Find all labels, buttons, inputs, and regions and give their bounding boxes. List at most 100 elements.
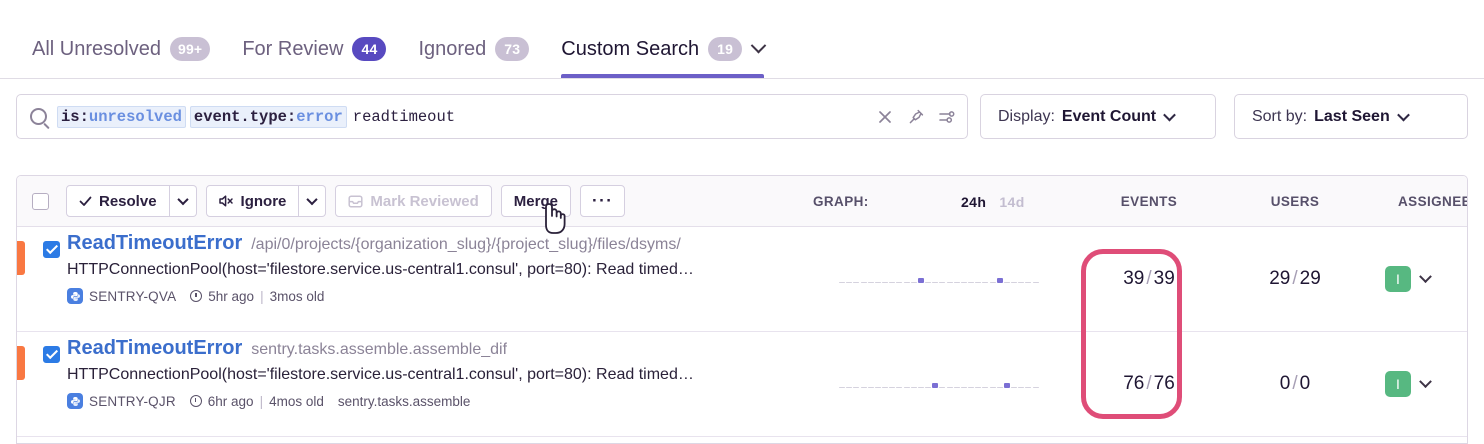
column-header-graph: GRAPH: [813, 176, 869, 227]
sliders-icon[interactable] [938, 108, 956, 126]
search-row: is: unresolved event.type: error readtimeo… [0, 79, 1484, 154]
column-header-users[interactable]: USERS [1251, 176, 1339, 227]
column-header-events[interactable]: EVENTS [1105, 176, 1193, 227]
sparkline-bar [925, 282, 932, 283]
tab-all-unresolved[interactable]: All Unresolved 99+ [16, 37, 226, 78]
search-icon [30, 108, 47, 125]
pin-icon[interactable] [907, 108, 925, 126]
sparkline-bar [1003, 383, 1010, 388]
sparkline-bar [982, 387, 989, 388]
sort-prefix: Sort by: [1251, 107, 1308, 125]
chevron-down-icon [306, 193, 319, 206]
tab-label: Ignored [418, 37, 487, 60]
ignore-dropdown-button[interactable] [299, 185, 327, 217]
issue-list-toolbar: Resolve Ignore [17, 176, 1467, 227]
sort-control[interactable]: Sort by: Last Seen [1233, 94, 1468, 139]
graph-label: GRAPH: [813, 194, 869, 209]
select-all-checkbox[interactable] [32, 192, 49, 210]
resolve-button[interactable]: Resolve [66, 185, 170, 217]
row-select-checkbox[interactable] [43, 346, 60, 363]
sparkline-bar [1003, 282, 1010, 283]
search-token-is[interactable]: is: unresolved [57, 105, 186, 128]
sparkline-bar [975, 282, 982, 283]
sparkline-bar [853, 282, 860, 283]
check-icon [79, 196, 92, 206]
table-row[interactable]: ReadTimeoutError sentry.tasks.assemble.a… [17, 332, 1467, 437]
sparkline-bar [1018, 282, 1025, 283]
sparkline-bar [882, 282, 889, 283]
sparkline-bar [953, 282, 960, 283]
active-tab-underline [561, 74, 765, 78]
close-icon[interactable] [876, 108, 894, 126]
search-actions [876, 95, 956, 138]
events-count[interactable]: 39/39 [1105, 227, 1193, 331]
merge-button[interactable]: Merge [500, 185, 571, 217]
chevron-down-icon[interactable] [750, 37, 767, 53]
chevron-down-icon[interactable] [1419, 374, 1432, 388]
clock-icon [190, 290, 203, 302]
sparkline-bar [996, 278, 1003, 283]
users-count[interactable]: 0/0 [1251, 332, 1339, 436]
search-token-event-type[interactable]: event.type: error [189, 105, 347, 128]
issue-culprit: sentry.tasks.assemble.assemble_dif [251, 341, 508, 358]
sparkline-bar [867, 282, 874, 283]
issue-meta: SENTRY-QVA 5hr ago | 3mos old [67, 288, 812, 304]
users-count[interactable]: 29/29 [1251, 227, 1339, 331]
sparkline-bar [975, 387, 982, 388]
sparkline-bar [939, 282, 946, 283]
issue-sparkline[interactable] [839, 227, 1039, 331]
issue-summary: ReadTimeoutError sentry.tasks.assemble.a… [67, 337, 812, 409]
assignee-label: ASSIGNEE [1398, 194, 1468, 209]
more-actions-button[interactable]: ··· [579, 185, 626, 217]
issue-sparkline[interactable] [839, 332, 1039, 436]
sparkline-bar [1018, 387, 1025, 388]
tab-for-review[interactable]: For Review 44 [226, 37, 402, 78]
events-count[interactable]: 76/76 [1105, 332, 1193, 436]
count-separator: / [1292, 373, 1298, 394]
sparkline-bar [1032, 282, 1039, 283]
range-14d[interactable]: 14d [999, 193, 1025, 210]
sparkline-bar [874, 282, 881, 283]
error-level-indicator [17, 346, 25, 380]
sparkline-bar [903, 387, 910, 388]
resolve-dropdown-button[interactable] [169, 185, 197, 217]
events-label: EVENTS [1120, 194, 1178, 209]
tab-badge: 44 [352, 37, 387, 61]
sparkline-bar [1025, 282, 1032, 283]
table-row[interactable]: ReadTimeoutError /api/0/projects/{organi… [17, 227, 1467, 332]
issue-list-panel: Resolve Ignore [16, 175, 1468, 444]
avatar[interactable]: I [1385, 371, 1411, 397]
error-level-indicator [17, 241, 25, 275]
sparkline-bar [946, 387, 953, 388]
issue-culprit: /api/0/projects/{organization_slug}/{pro… [251, 236, 681, 253]
sparkline-bar [1011, 387, 1018, 388]
tab-bar: All Unresolved 99+ For Review 44 Ignored… [0, 0, 1484, 79]
tab-ignored[interactable]: Ignored 73 [402, 37, 545, 78]
tab-custom-search[interactable]: Custom Search 19 [545, 37, 780, 78]
avatar[interactable]: I [1385, 266, 1411, 292]
python-platform-icon [67, 393, 83, 409]
sparkline-bar [946, 282, 953, 283]
search-input[interactable]: is: unresolved event.type: error readtimeo… [16, 94, 968, 139]
mark-reviewed-button: Mark Reviewed [335, 185, 492, 217]
meta-separator: | [259, 393, 264, 409]
count-separator: / [1146, 268, 1152, 289]
meta-separator: | [260, 288, 264, 304]
issue-title-link[interactable]: ReadTimeoutError [67, 232, 243, 254]
sparkline-bar [925, 387, 932, 388]
last-seen: 6hr ago [207, 393, 254, 409]
ignore-button[interactable]: Ignore [205, 185, 300, 217]
events-value: 76 [1123, 373, 1145, 394]
display-control[interactable]: Display: Event Count [980, 94, 1216, 139]
sparkline-bar [982, 282, 989, 283]
range-24h[interactable]: 24h [961, 193, 987, 210]
chevron-down-icon [1396, 108, 1410, 122]
row-select-checkbox[interactable] [43, 241, 60, 258]
issue-summary: ReadTimeoutError /api/0/projects/{organi… [67, 232, 812, 304]
events-total: 39 [1153, 268, 1175, 289]
search-free-text: readtimeout [352, 107, 456, 126]
python-platform-icon [67, 288, 83, 304]
table-row-partial[interactable] [17, 437, 1467, 443]
issue-title-link[interactable]: ReadTimeoutError [67, 337, 243, 359]
chevron-down-icon[interactable] [1419, 269, 1432, 283]
